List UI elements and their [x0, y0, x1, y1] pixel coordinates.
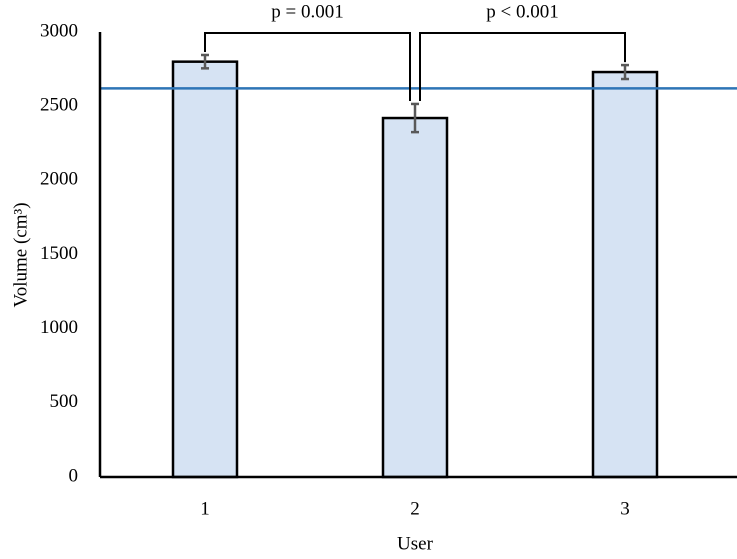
- y-tick-label: 1500: [40, 243, 78, 264]
- y-tick-label: 2000: [40, 169, 78, 190]
- significance-bracket: [419, 32, 626, 101]
- bar: [591, 70, 659, 479]
- x-tick-label: 2: [410, 498, 420, 519]
- y-tick-label: 1000: [40, 317, 78, 338]
- annotation: p = 0.001: [271, 1, 343, 22]
- y-axis-label: Volume (cm³): [10, 202, 31, 307]
- y-tick-label: 3000: [40, 20, 78, 41]
- error-bar: [621, 63, 629, 81]
- x-axis-label: User: [397, 533, 434, 554]
- y-tick-label: 2500: [40, 95, 78, 116]
- bar: [171, 60, 239, 479]
- bar: [381, 116, 449, 479]
- error-bar: [201, 53, 209, 70]
- x-tick-label: 1: [200, 498, 210, 519]
- annotation: p < 0.001: [486, 1, 558, 22]
- error-bar: [411, 102, 419, 134]
- significance-bracket: [204, 32, 411, 101]
- y-tick-label: 0: [69, 465, 79, 486]
- x-tick-label: 3: [620, 498, 630, 519]
- y-tick-label: 500: [50, 391, 79, 412]
